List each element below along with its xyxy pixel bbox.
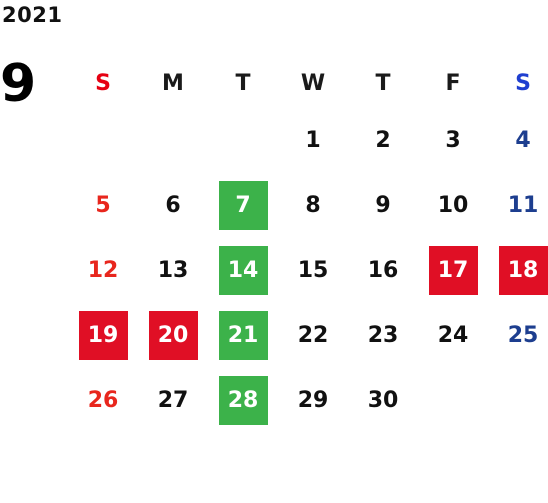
calendar-weeks: 1 2 3 4 5 6 7 8 9 10 11 12 13 14 15 16 17 18 19 20 21 22 23 24 2… (68, 108, 548, 433)
calendar-day-cell (418, 368, 488, 433)
calendar-day[interactable]: 13 (157, 258, 189, 283)
calendar-week-row: 12 13 14 15 16 17 18 (68, 238, 548, 303)
calendar-day-cell[interactable]: 18 (488, 238, 548, 303)
calendar-day-cell[interactable]: 5 (68, 173, 138, 238)
calendar-day-cell[interactable]: 24 (418, 303, 488, 368)
calendar-day-cell[interactable]: 4 (488, 108, 548, 173)
calendar-day-cell[interactable]: 28 (208, 368, 278, 433)
weekday-friday: F (445, 70, 461, 96)
calendar-day[interactable]: 29 (297, 388, 329, 413)
calendar-day-cell[interactable]: 23 (348, 303, 418, 368)
weekday-header-row: S M T W T F S (68, 58, 548, 108)
calendar-day-cell[interactable]: 2 (348, 108, 418, 173)
calendar-day-cell[interactable]: 16 (348, 238, 418, 303)
calendar-day-cell[interactable]: 20 (138, 303, 208, 368)
calendar-day-cell[interactable]: 6 (138, 173, 208, 238)
calendar-day[interactable]: 5 (95, 193, 111, 218)
calendar-day[interactable]: 18 (498, 246, 548, 295)
calendar-day[interactable]: 4 (515, 128, 531, 153)
calendar-day[interactable]: 8 (305, 193, 321, 218)
calendar-week-row: 19 20 21 22 23 24 25 (68, 303, 548, 368)
calendar-day-cell (138, 108, 208, 173)
calendar-day-cell[interactable]: 14 (208, 238, 278, 303)
calendar-day[interactable]: 12 (87, 258, 119, 283)
weekday-wednesday: W (300, 70, 326, 96)
calendar-day-cell[interactable]: 10 (418, 173, 488, 238)
calendar-day[interactable]: 3 (445, 128, 461, 153)
weekday-tuesday: T (235, 70, 251, 96)
calendar-day-cell[interactable]: 29 (278, 368, 348, 433)
calendar-day[interactable]: 9 (375, 193, 391, 218)
calendar-day-cell[interactable]: 15 (278, 238, 348, 303)
calendar-day[interactable]: 23 (367, 323, 399, 348)
calendar-day-cell[interactable]: 25 (488, 303, 548, 368)
calendar-day[interactable]: 1 (305, 128, 321, 153)
calendar-day-cell[interactable]: 12 (68, 238, 138, 303)
calendar-day[interactable]: 28 (218, 376, 268, 425)
calendar-day[interactable]: 26 (87, 388, 119, 413)
calendar-day-cell (208, 108, 278, 173)
calendar-week-row: 5 6 7 8 9 10 11 (68, 173, 548, 238)
calendar-day-cell[interactable]: 3 (418, 108, 488, 173)
weekday-monday: M (162, 70, 184, 96)
calendar-day-cell[interactable]: 17 (418, 238, 488, 303)
calendar-day[interactable]: 24 (437, 323, 469, 348)
calendar-day[interactable]: 11 (507, 193, 539, 218)
calendar-day[interactable]: 19 (78, 311, 128, 360)
calendar-week-row: 1 2 3 4 (68, 108, 548, 173)
calendar-day-cell[interactable]: 22 (278, 303, 348, 368)
calendar-day[interactable]: 14 (218, 246, 268, 295)
calendar-grid: S M T W T F S 1 2 3 4 5 6 7 8 9 10 11 12 13 14 15 16 17 1… (68, 58, 548, 433)
calendar-day[interactable]: 6 (165, 193, 181, 218)
calendar-day[interactable]: 25 (507, 323, 539, 348)
calendar-day-cell[interactable]: 11 (488, 173, 548, 238)
calendar-day[interactable]: 15 (297, 258, 329, 283)
calendar-day-cell[interactable]: 13 (138, 238, 208, 303)
calendar-day[interactable]: 30 (367, 388, 399, 413)
calendar-day[interactable]: 2 (375, 128, 391, 153)
calendar-day[interactable]: 22 (297, 323, 329, 348)
calendar-day[interactable]: 27 (157, 388, 189, 413)
calendar-day[interactable]: 21 (218, 311, 268, 360)
calendar-day-cell (68, 108, 138, 173)
weekday-sunday: S (95, 70, 111, 96)
calendar-day-cell[interactable]: 26 (68, 368, 138, 433)
calendar-day-cell[interactable]: 8 (278, 173, 348, 238)
calendar-day[interactable]: 7 (218, 181, 268, 230)
calendar-day-cell[interactable]: 30 (348, 368, 418, 433)
calendar-day[interactable]: 10 (437, 193, 469, 218)
calendar-day-cell[interactable]: 1 (278, 108, 348, 173)
calendar-day-cell[interactable]: 9 (348, 173, 418, 238)
calendar-day-cell[interactable]: 7 (208, 173, 278, 238)
calendar-week-row: 26 27 28 29 30 (68, 368, 548, 433)
calendar-month: 9 (0, 54, 37, 114)
calendar-day-cell[interactable]: 27 (138, 368, 208, 433)
calendar-day-cell[interactable]: 21 (208, 303, 278, 368)
weekday-saturday: S (515, 70, 531, 96)
calendar-day-cell[interactable]: 19 (68, 303, 138, 368)
weekday-thursday: T (375, 70, 391, 96)
calendar-year: 2021 (2, 3, 63, 27)
calendar-day[interactable]: 20 (148, 311, 198, 360)
calendar-day-cell (488, 368, 548, 433)
calendar-day[interactable]: 17 (428, 246, 478, 295)
calendar-day[interactable]: 16 (367, 258, 399, 283)
